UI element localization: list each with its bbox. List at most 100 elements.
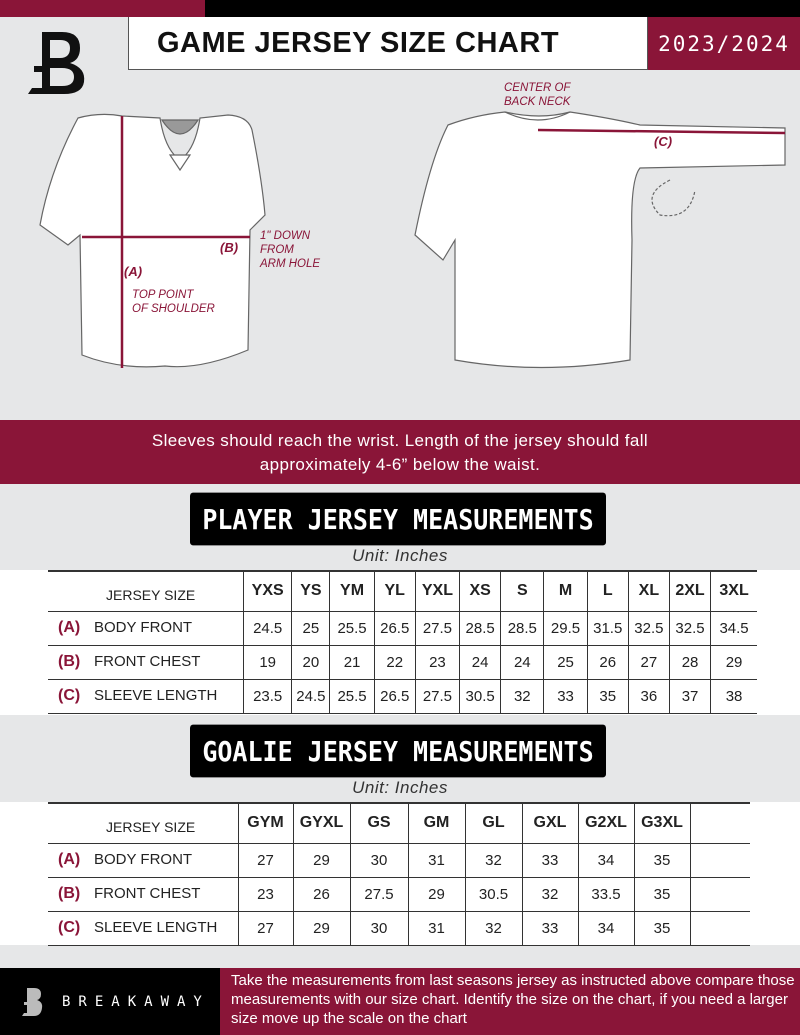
table-cell: 21 bbox=[329, 645, 375, 679]
goalie-section-title: GOALIE JERSEY MEASUREMENTS bbox=[190, 724, 606, 778]
table-row: (B) FRONT CHEST 19 20 21 22 23 24 24 25 26 27 28 29 bbox=[48, 645, 757, 679]
table-row: (C) SLEEVE LENGTH 27 29 30 31 32 33 34 35 bbox=[48, 911, 750, 945]
table-cell: 35 bbox=[586, 679, 629, 713]
table-cell: 30 bbox=[349, 911, 408, 945]
size-column-header: YXL bbox=[414, 571, 460, 611]
table-cell: 20 bbox=[291, 645, 330, 679]
row-letter: (A) bbox=[58, 851, 81, 868]
table-cell: 33 bbox=[521, 843, 578, 877]
table-cell: 28.5 bbox=[459, 611, 501, 645]
front-jersey bbox=[39, 113, 266, 368]
footer-brand: BREAKAWAY bbox=[0, 968, 220, 1035]
arm-hole-note: 1" DOWN FROM ARM HOLE bbox=[260, 230, 321, 270]
table-cell bbox=[689, 911, 750, 945]
table-cell: 33 bbox=[543, 679, 588, 713]
table-cell: 36 bbox=[627, 679, 670, 713]
table-cell: 31 bbox=[407, 843, 465, 877]
table-cell: 28.5 bbox=[500, 611, 544, 645]
table-cell: 26.5 bbox=[373, 679, 416, 713]
table-row: (A) BODY FRONT 27 29 30 31 32 33 34 35 bbox=[48, 843, 750, 877]
size-column-header: GL bbox=[464, 803, 522, 843]
table-cell: 26 bbox=[586, 645, 629, 679]
table-cell: 38 bbox=[710, 679, 757, 713]
player-size-table: JERSEY SIZE YXS YS YM YL YXL XS S M L XL 2XL 3XL (A) B… bbox=[48, 570, 757, 714]
table-cell: 30.5 bbox=[464, 877, 522, 911]
table-cell: 24 bbox=[459, 645, 501, 679]
table-cell: 25 bbox=[291, 611, 330, 645]
table-cell: 32.5 bbox=[668, 611, 711, 645]
size-header: JERSEY SIZE bbox=[106, 587, 196, 604]
size-column-header: YL bbox=[373, 571, 416, 611]
player-unit: Unit: Inches bbox=[352, 546, 448, 565]
table-cell: 29 bbox=[710, 645, 757, 679]
label-b: (B) bbox=[220, 240, 239, 255]
table-cell: 32 bbox=[464, 911, 522, 945]
table-cell: 28 bbox=[668, 645, 711, 679]
table-cell: 35 bbox=[633, 911, 690, 945]
breakaway-b-logo-small bbox=[22, 987, 43, 1016]
player-section-title: PLAYER JERSEY MEASUREMENTS bbox=[190, 492, 606, 546]
table-cell: 33 bbox=[521, 911, 578, 945]
row-label: (C) SLEEVE LENGTH bbox=[58, 919, 218, 936]
size-column-header: GM bbox=[407, 803, 465, 843]
jersey-diagram bbox=[39, 111, 786, 369]
table-cell: 29.5 bbox=[543, 611, 588, 645]
table-cell: 35 bbox=[633, 843, 690, 877]
breakaway-b-logo bbox=[28, 32, 85, 94]
table-cell: 37 bbox=[668, 679, 711, 713]
row-label: (B) FRONT CHEST bbox=[58, 653, 201, 670]
table-cell: 19 bbox=[242, 645, 292, 679]
header-row: JERSEY SIZE GYM GYXL GS GM GL GXL G2XL G3XL bbox=[48, 803, 750, 843]
size-column-header: XL bbox=[627, 571, 670, 611]
table-cell: 23 bbox=[414, 645, 460, 679]
back-neck-note: CENTER OF BACK NECK bbox=[504, 82, 571, 108]
size-header: JERSEY SIZE bbox=[106, 819, 196, 836]
table-cell: 27.5 bbox=[414, 611, 460, 645]
row-letter: (B) bbox=[58, 885, 81, 902]
row-letter: (C) bbox=[58, 919, 81, 936]
size-column-header bbox=[689, 803, 750, 843]
size-column-header: G3XL bbox=[633, 803, 690, 843]
size-column-header: M bbox=[543, 571, 588, 611]
row-label: (A) BODY FRONT bbox=[58, 619, 193, 636]
header-row: JERSEY SIZE YXS YS YM YL YXL XS S M L XL 2XL 3XL bbox=[48, 571, 757, 611]
goalie-unit: Unit: Inches bbox=[352, 778, 448, 797]
size-column-header: YXS bbox=[242, 571, 292, 611]
table-cell: 25.5 bbox=[329, 611, 375, 645]
row-letter: (C) bbox=[58, 687, 81, 704]
top-point-note: TOP POINT OF SHOULDER bbox=[132, 289, 215, 315]
size-column-header: L bbox=[586, 571, 629, 611]
size-column-header: GXL bbox=[521, 803, 578, 843]
table-cell: 27.5 bbox=[414, 679, 460, 713]
table-cell: 34 bbox=[577, 843, 634, 877]
season-label: 2023/2024 bbox=[648, 17, 800, 70]
size-column-header: GYM bbox=[237, 803, 293, 843]
table-cell: 27.5 bbox=[349, 877, 408, 911]
size-column-header: YM bbox=[329, 571, 375, 611]
table-cell: 29 bbox=[292, 843, 350, 877]
table-cell: 24 bbox=[500, 645, 544, 679]
table-cell: 23.5 bbox=[242, 679, 292, 713]
size-column-header: 2XL bbox=[668, 571, 711, 611]
table-cell: 27 bbox=[237, 843, 293, 877]
size-column-header: XS bbox=[459, 571, 501, 611]
table-cell: 31 bbox=[407, 911, 465, 945]
table-cell: 27 bbox=[237, 911, 293, 945]
table-cell bbox=[689, 843, 750, 877]
table-cell: 27 bbox=[627, 645, 670, 679]
brand-name: BREAKAWAY bbox=[62, 993, 210, 1010]
size-column-header: YS bbox=[291, 571, 330, 611]
table-cell: 25 bbox=[543, 645, 588, 679]
size-column-header: 3XL bbox=[710, 571, 757, 611]
footer-note: Take the measurements from last seasons … bbox=[220, 968, 800, 1035]
table-row: (B) FRONT CHEST 23 26 27.5 29 30.5 32 33.5 35 bbox=[48, 877, 750, 911]
label-c: (C) bbox=[654, 134, 673, 149]
table-cell: 32 bbox=[464, 843, 522, 877]
table-cell: 34 bbox=[577, 911, 634, 945]
top-strip-dark bbox=[205, 0, 800, 17]
table-cell: 32 bbox=[521, 877, 578, 911]
size-column-header: GS bbox=[349, 803, 408, 843]
table-cell: 26 bbox=[292, 877, 350, 911]
table-row: (A) BODY FRONT 24.5 25 25.5 26.5 27.5 28.5 28.5 2… bbox=[48, 611, 757, 645]
page-title: GAME JERSEY SIZE CHART bbox=[128, 17, 648, 70]
